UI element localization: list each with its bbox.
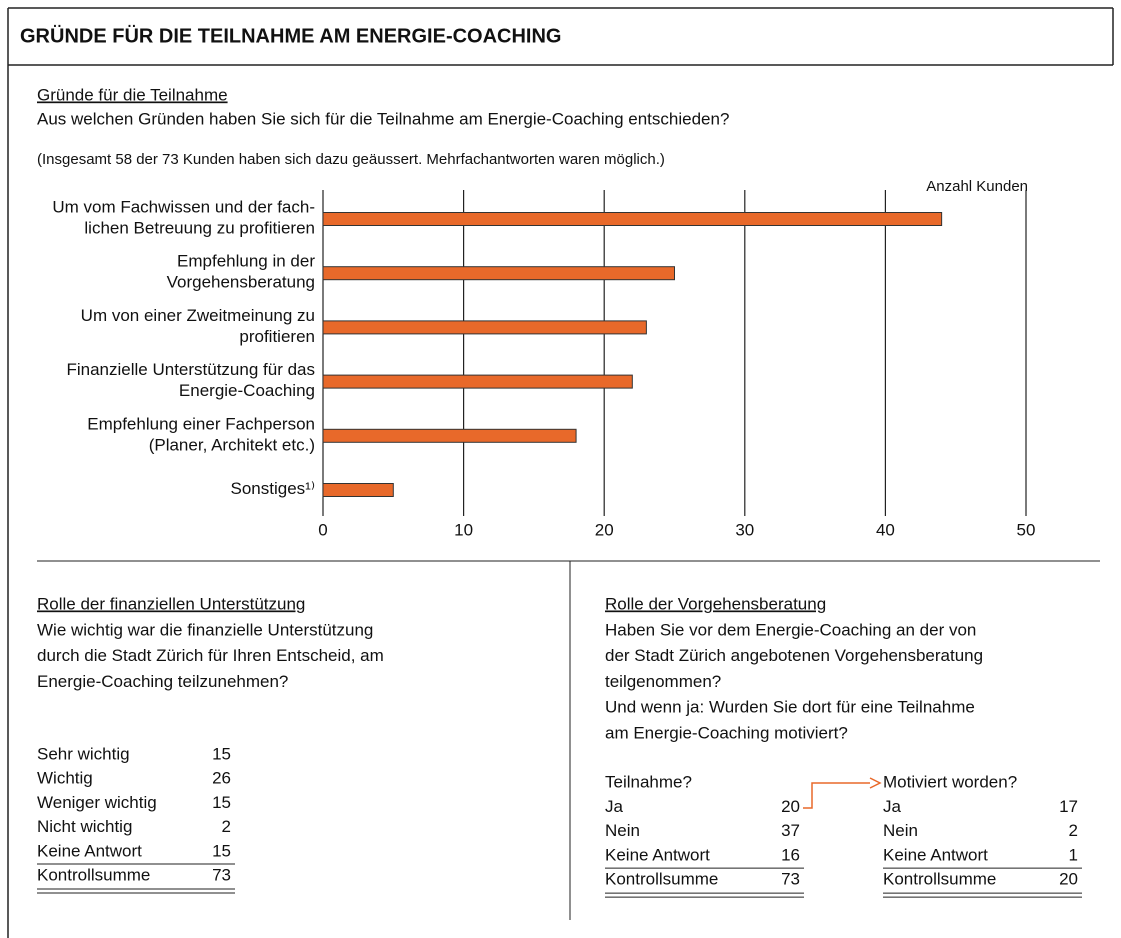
bar xyxy=(322,374,633,389)
row-label: Keine Antwort xyxy=(883,845,988,864)
row-value: 15 xyxy=(212,841,231,860)
bar xyxy=(322,428,577,443)
row-label: Nein xyxy=(883,821,918,840)
bar xyxy=(322,266,675,281)
row-value: 2 xyxy=(222,817,231,836)
title: GRÜNDE FÜR DIE TEILNAHME AM ENERGIE-COAC… xyxy=(20,24,561,47)
table-header: Motiviert worden? xyxy=(883,772,1017,791)
row-label: Wichtig xyxy=(37,769,93,788)
row-label: Sehr wichtig xyxy=(37,744,130,763)
x-tick-label: 50 xyxy=(1017,520,1036,539)
total-value: 73 xyxy=(781,870,800,889)
question: Energie-Coaching teilzunehmen? xyxy=(37,672,288,691)
row-value: 15 xyxy=(212,744,231,763)
row-label: Nein xyxy=(605,821,640,840)
row-value: 26 xyxy=(212,769,231,788)
heading: Rolle der Vorgehensberatung xyxy=(605,594,826,613)
row-label: Nicht wichtig xyxy=(37,817,132,836)
row-value: 17 xyxy=(1059,797,1078,816)
row-label: Keine Antwort xyxy=(605,845,710,864)
row-label: Ja xyxy=(883,797,902,816)
category-label: Um vom Fachwissen und der fach-lichen Be… xyxy=(52,198,315,238)
total-value: 20 xyxy=(1059,870,1078,889)
total-label: Kontrollsumme xyxy=(37,865,150,884)
row-label: Keine Antwort xyxy=(37,841,142,860)
bar xyxy=(322,483,394,497)
total-value: 73 xyxy=(212,865,231,884)
bar xyxy=(322,212,943,226)
row-value: 37 xyxy=(781,821,800,840)
question: durch die Stadt Zürich für Ihren Entsche… xyxy=(37,646,384,665)
question: Haben Sie vor dem Energie-Coaching an de… xyxy=(605,620,976,639)
row-label: Ja xyxy=(605,797,624,816)
question: der Stadt Zürich angebotenen Vorgehensbe… xyxy=(605,646,983,665)
question: Und wenn ja: Wurden Sie dort für eine Te… xyxy=(605,698,975,717)
x-tick-label: 30 xyxy=(735,520,754,539)
row-value: 20 xyxy=(781,797,800,816)
category-label: Finanzielle Unterstützung für das Energie… xyxy=(66,361,315,401)
question: am Energie-Coaching motiviert? xyxy=(605,723,848,742)
category-label: Empfehlung einer Fachperson (Planer, Arch… xyxy=(87,415,315,455)
row-label: Weniger wichtig xyxy=(37,793,157,812)
table-header: Teilnahme? xyxy=(605,772,692,791)
x-tick-label: 0 xyxy=(318,520,327,539)
row-value: 1 xyxy=(1069,845,1078,864)
total-label: Kontrollsumme xyxy=(883,870,996,889)
x-tick-label: 40 xyxy=(876,520,895,539)
category-label: Sonstiges¹⁾ xyxy=(231,479,316,498)
arrow xyxy=(803,782,870,809)
question: Aus welchen Gründen haben Sie sich für d… xyxy=(37,109,729,128)
question: teilgenommen? xyxy=(605,672,721,691)
category-label: Empfehlung in der Vorgehensberatung xyxy=(167,252,316,292)
row-value: 15 xyxy=(212,793,231,812)
row-value: 16 xyxy=(781,845,800,864)
bar xyxy=(322,320,647,335)
heading: Gründe für die Teilnahme xyxy=(37,85,228,104)
note: (Insgesamt 58 der 73 Kunden haben sich d… xyxy=(37,151,665,168)
x-tick-label: 10 xyxy=(454,520,473,539)
category-label: Um von einer Zweitmeinung zu profitieren xyxy=(81,306,315,346)
heading: Rolle der finanziellen Unterstützung xyxy=(37,594,305,613)
total-label: Kontrollsumme xyxy=(605,870,718,889)
arrow-head xyxy=(869,777,882,789)
x-tick-label: 20 xyxy=(595,520,614,539)
question: Wie wichtig war die finanzielle Unterstü… xyxy=(37,620,373,639)
axis-label: Anzahl Kunden xyxy=(926,178,1028,195)
row-value: 2 xyxy=(1069,821,1078,840)
